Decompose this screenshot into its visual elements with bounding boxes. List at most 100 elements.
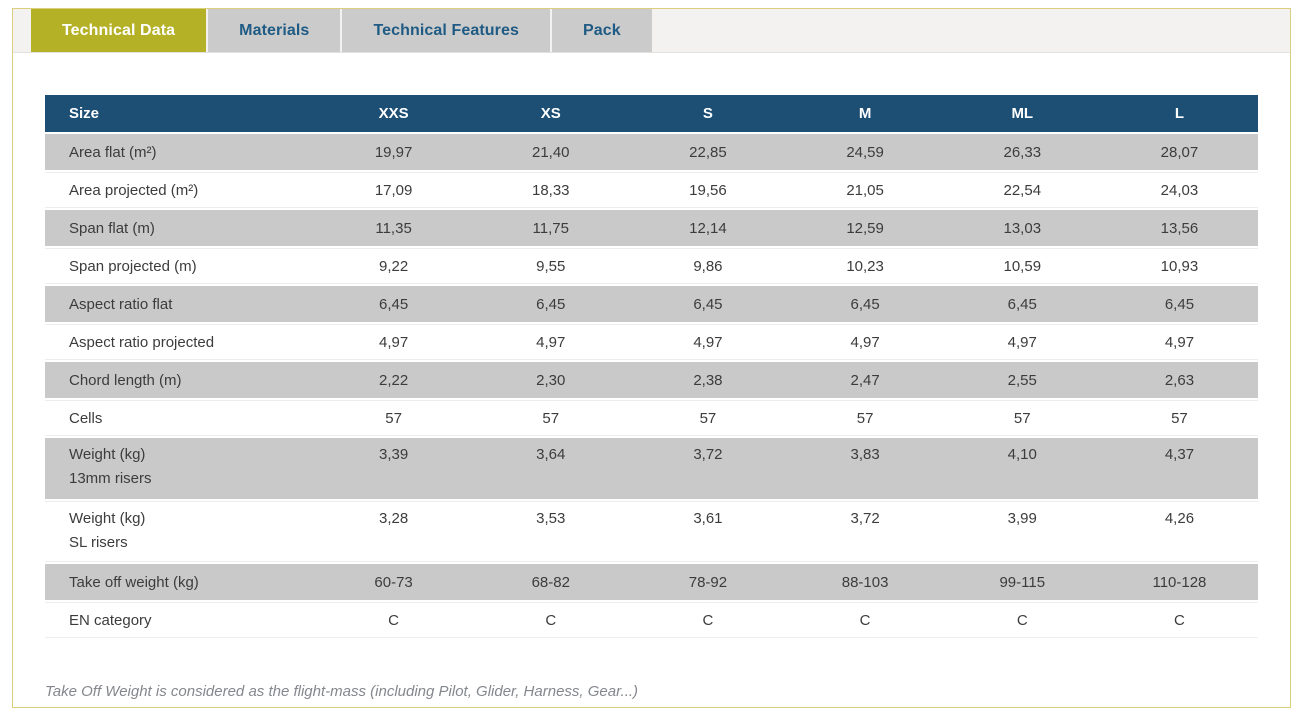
value-cell: 3,39 [378, 446, 409, 463]
table-row: Weight (kg) 13mm risers 3,39 3,64 3,72 3,83 4,… [45, 438, 1258, 499]
value-cell: 99-115 [999, 573, 1046, 591]
value-cell: 57 [385, 409, 402, 427]
value-cell: 9,86 [693, 257, 723, 275]
value-cell: 3,53 [536, 510, 566, 527]
table-header-row: Size XXS XS S M ML L [45, 95, 1258, 132]
value-cell: 3,72 [693, 446, 723, 463]
value-cell: 22,85 [689, 143, 727, 161]
value-cell: 6,45 [693, 295, 723, 313]
table-row: Aspect ratio flat 6,45 6,45 6,45 6,45 6,45 6,4… [45, 286, 1258, 322]
value-cell: 19,97 [374, 143, 413, 161]
table-row: Cells 57 57 57 57 57 57 [45, 400, 1258, 436]
value-cell: 18,33 [531, 181, 570, 199]
value-cell: 11,35 [375, 219, 412, 237]
table-row: Take off weight (kg) 60-73 68-82 78-92 88-10… [45, 564, 1258, 600]
table-row: Weight (kg) SL risers 3,28 3,53 3,61 3,72 3,99… [45, 501, 1258, 562]
value-cell: 4,97 [1164, 333, 1195, 351]
table-row: Area flat (m²) 19,97 21,40 22,85 24,59 26,33 2… [45, 134, 1258, 170]
value-cell: 28,07 [1160, 143, 1199, 161]
value-cell: 10,93 [1160, 257, 1199, 275]
value-cell: 21,40 [531, 143, 570, 161]
row-label: Weight (kg) 13mm risers [45, 446, 315, 487]
value-cell: 22,54 [1003, 181, 1042, 199]
tab-materials[interactable]: Materials [208, 9, 341, 52]
row-label: Area projected (m²) [69, 181, 199, 199]
value-cell: 6,45 [1007, 295, 1037, 313]
tab-technical-data[interactable]: Technical Data [31, 9, 207, 52]
column-header: S [702, 105, 713, 122]
row-label: EN category [69, 611, 152, 629]
value-cell: 17,09 [374, 181, 413, 199]
value-cell: 12,59 [846, 219, 884, 237]
row-label: Chord length (m) [69, 371, 182, 389]
value-cell: 4,97 [536, 333, 566, 351]
value-cell: 9,55 [536, 257, 566, 275]
value-cell: C [1174, 611, 1185, 629]
value-cell: 6,45 [850, 295, 880, 313]
value-cell: 26,33 [1003, 143, 1042, 161]
value-cell: C [702, 611, 714, 629]
value-cell: 57 [1171, 409, 1188, 427]
value-cell: 4,26 [1164, 510, 1195, 527]
table-row: Area projected (m²) 17,09 18,33 19,56 21,05 2… [45, 172, 1258, 208]
column-header: XS [540, 105, 561, 122]
table-row: Chord length (m) 2,22 2,30 2,38 2,47 2,55 2,63 [45, 362, 1258, 398]
value-cell: 13,03 [1003, 219, 1042, 237]
content-frame: Technical Data Materials Technical Featu… [12, 8, 1291, 708]
value-cell: 60-73 [374, 573, 413, 591]
value-cell: 6,45 [536, 295, 566, 313]
value-cell: 4,37 [1164, 446, 1195, 463]
tab-bar: Technical Data Materials Technical Featu… [13, 9, 1290, 53]
value-cell: 78-92 [688, 573, 728, 591]
value-cell: 68-82 [531, 573, 570, 591]
value-cell: 3,72 [850, 510, 880, 527]
value-cell: 3,61 [693, 510, 723, 527]
value-cell: 57 [1013, 409, 1031, 427]
row-label: Aspect ratio flat [69, 295, 173, 313]
value-cell: 21,05 [846, 181, 884, 199]
row-label: Weight (kg) SL risers [45, 510, 315, 551]
value-cell: 4,10 [1007, 446, 1037, 463]
value-cell: 3,99 [1007, 510, 1037, 527]
row-label: Aspect ratio projected [69, 333, 215, 351]
value-cell: 110-128 [1152, 573, 1207, 591]
value-cell: 6,45 [378, 295, 409, 313]
value-cell: 88-103 [841, 573, 889, 591]
table-row: Span projected (m) 9,22 9,55 9,86 10,23 10,59… [45, 248, 1258, 284]
row-label: Span flat (m) [69, 219, 155, 237]
value-cell: 3,64 [536, 446, 566, 463]
value-cell: 13,56 [1160, 219, 1199, 237]
row-sublabel: SL risers [69, 534, 128, 551]
value-cell: 24,03 [1160, 181, 1199, 199]
table-body: Area flat (m²) 19,97 21,40 22,85 24,59 26,33 2… [45, 134, 1258, 638]
column-header: L [1174, 105, 1185, 122]
value-cell: 3,28 [378, 510, 409, 527]
tab-technical-features[interactable]: Technical Features [342, 9, 550, 52]
value-cell: 57 [699, 409, 717, 427]
value-cell: 2,30 [536, 371, 566, 389]
value-cell: 12,14 [689, 219, 727, 237]
value-cell: 6,45 [1164, 295, 1195, 313]
value-cell: 10,59 [1003, 257, 1042, 275]
column-header: Size [69, 105, 100, 122]
table-row: EN category C C C C C C [45, 602, 1258, 638]
value-cell: 24,59 [846, 143, 884, 161]
row-label: Cells [69, 409, 103, 427]
value-cell: 2,47 [850, 371, 880, 389]
value-cell: 2,38 [693, 371, 723, 389]
row-sublabel: 13mm risers [69, 470, 152, 487]
row-label: Span projected (m) [69, 257, 197, 275]
value-cell: 9,22 [378, 257, 409, 275]
technical-data-table: Size XXS XS S M ML L Area flat (m²) 19,97 21,40 2… [45, 95, 1258, 638]
tab-pack[interactable]: Pack [552, 9, 652, 52]
value-cell: 4,97 [693, 333, 723, 351]
value-cell: C [859, 611, 871, 629]
value-cell: 4,97 [1007, 333, 1037, 351]
value-cell: C [388, 611, 399, 629]
column-header: ML [1011, 105, 1034, 122]
value-cell: 2,55 [1007, 371, 1037, 389]
value-cell: 4,97 [378, 333, 409, 351]
value-cell: 19,56 [689, 181, 727, 199]
value-cell: C [545, 611, 557, 629]
value-cell: 57 [542, 409, 560, 427]
